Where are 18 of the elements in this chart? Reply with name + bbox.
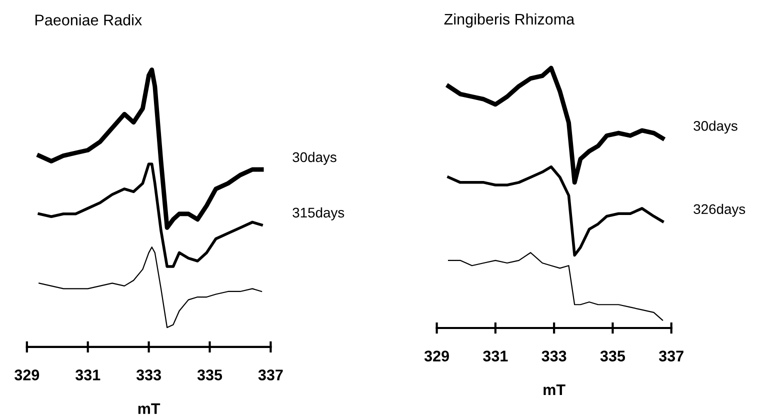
x-tick-label: 337 xyxy=(258,370,283,380)
x-tick-label: 333 xyxy=(542,350,566,362)
x-axis-title: mT xyxy=(544,384,566,395)
text: 326days xyxy=(694,204,746,217)
chart-title: Paeoniae Radix xyxy=(35,14,142,26)
x-tick-label: 329 xyxy=(14,370,40,380)
x-tick-label: 329 xyxy=(424,350,449,362)
x-tick-label: 331 xyxy=(75,370,100,380)
x-tick-label: 335 xyxy=(600,350,626,362)
x-tick-label: 335 xyxy=(197,370,222,380)
x-tick-label: 337 xyxy=(658,350,684,362)
x-tick-label: 331 xyxy=(483,350,508,362)
text: 30days xyxy=(694,120,738,134)
chart-title: Zingiberis Rhizoma xyxy=(444,13,575,28)
text: 315days xyxy=(292,207,344,220)
text: 30days xyxy=(292,152,336,165)
x-tick-label: 333 xyxy=(136,370,161,380)
x-axis-title: mT xyxy=(138,403,160,414)
